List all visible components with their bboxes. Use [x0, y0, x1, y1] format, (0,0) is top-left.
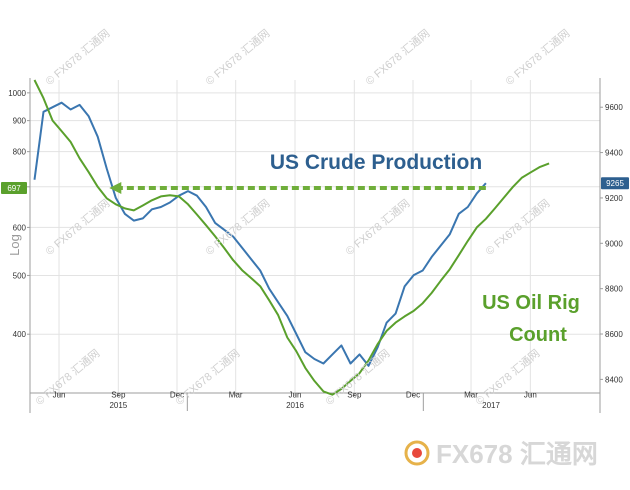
x-month-label: Sep: [347, 391, 362, 400]
x-year-label: 2016: [286, 401, 304, 410]
axes: 4005006007008009001000840086008800900092…: [8, 78, 623, 413]
badge-bg: [601, 177, 629, 190]
last-value-badges: 697 9265: [1, 177, 629, 194]
right-tick-label: 9200: [605, 194, 623, 203]
series-crude-production-line: [33, 101, 487, 367]
annotation-crude-production: US Crude Production: [270, 151, 482, 174]
watermark-text: © FX678 汇通网: [203, 27, 272, 88]
left-tick-label: 900: [13, 117, 27, 126]
series-lines: [33, 79, 550, 396]
x-month-label: Mar: [464, 391, 478, 400]
annotations: US Crude Production US Oil Rig Count: [270, 151, 580, 346]
left-tick-label: 500: [13, 271, 27, 280]
gridlines: [30, 80, 600, 393]
badge-bg: [1, 181, 27, 194]
x-year-label: 2017: [482, 401, 500, 410]
watermark-text: © FX678 汇通网: [503, 27, 572, 88]
logo-circle-inner-icon: [412, 448, 422, 458]
x-month-label: Dec: [170, 391, 184, 400]
badge-left-last-value: 697: [1, 181, 27, 194]
left-tick-label: 1000: [8, 89, 26, 98]
watermarks: © FX678 汇通网 © FX678 汇通网 © FX678 汇通网 © FX678…: [33, 27, 572, 408]
x-month-label: Jun: [524, 391, 537, 400]
x-month-label: Dec: [406, 391, 420, 400]
x-month-label: Mar: [229, 391, 243, 400]
badge-label: 697: [7, 184, 21, 193]
right-tick-label: 9400: [605, 149, 623, 158]
x-year-label: 2015: [109, 401, 127, 410]
watermark-text: © FX678 汇通网: [33, 347, 102, 408]
fx678-logo: FX678 汇通网: [404, 439, 598, 469]
right-tick-label: 8400: [605, 375, 623, 384]
logo-text: FX678 汇通网: [436, 439, 598, 469]
left-tick-label: 600: [13, 223, 27, 232]
series-rig-count-line: [33, 79, 550, 396]
reference-arrow: [109, 181, 486, 194]
right-tick-label: 8600: [605, 330, 623, 339]
watermark-text: © FX678 汇通网: [43, 27, 112, 88]
x-month-label: Sep: [111, 391, 126, 400]
annotation-rig-count-line2: Count: [509, 324, 567, 346]
x-month-label: Jun: [53, 391, 66, 400]
right-tick-label: 8800: [605, 285, 623, 294]
left-tick-label: 400: [13, 330, 27, 339]
logo-circle-icon: [404, 440, 430, 466]
x-month-label: Jun: [289, 391, 302, 400]
annotation-rig-count-line1: US Oil Rig: [482, 292, 580, 314]
badge-right-last-value: 9265: [601, 177, 629, 190]
left-axis-label: Log: [7, 234, 22, 256]
badge-label: 9265: [606, 179, 624, 188]
right-tick-label: 9600: [605, 103, 623, 112]
left-tick-label: 800: [13, 148, 27, 157]
right-tick-label: 9000: [605, 239, 623, 248]
reference-arrowhead-icon: [109, 181, 122, 194]
watermark-text: © FX678 汇通网: [363, 27, 432, 88]
